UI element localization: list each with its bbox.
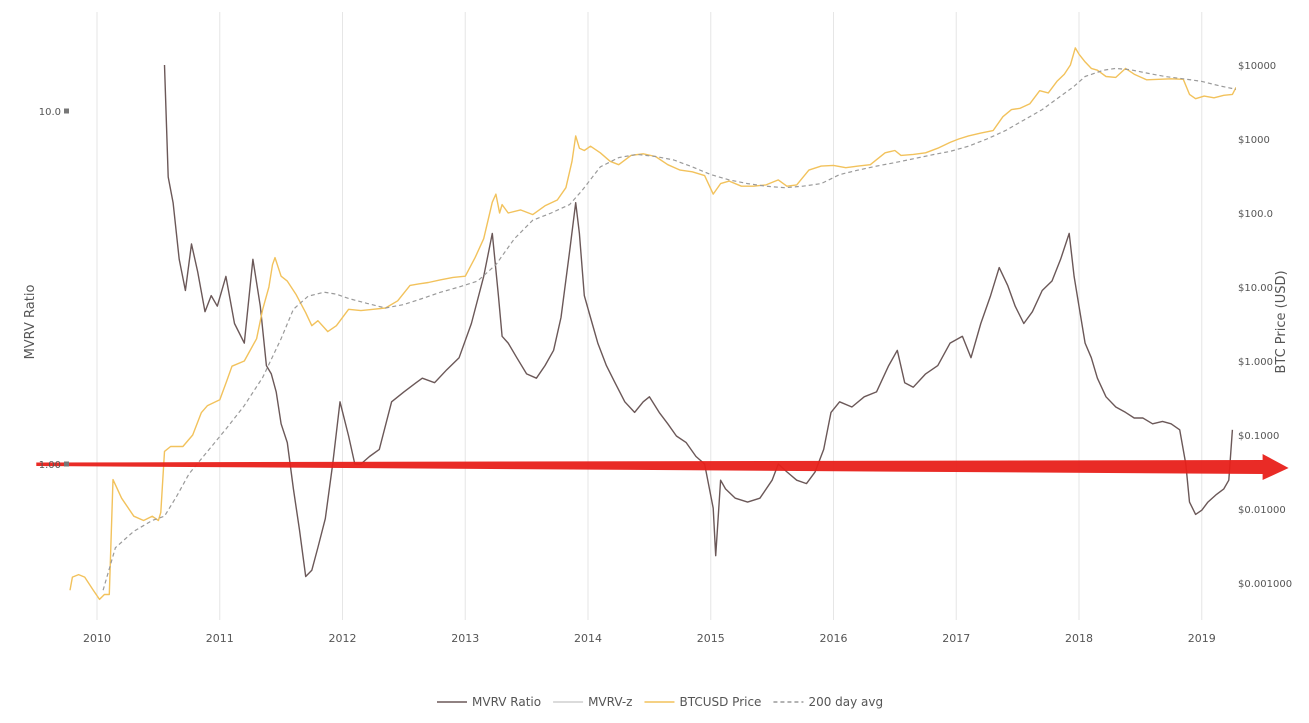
x-tick-label: 2010 xyxy=(83,632,111,645)
right-tick-label: $10.00 xyxy=(1238,283,1273,294)
right-tick-label: $1.000 xyxy=(1238,357,1273,368)
x-tick-label: 2014 xyxy=(574,632,602,645)
left-tick-mark xyxy=(64,461,69,467)
right-tick-label: $10000 xyxy=(1238,61,1276,72)
series-layer xyxy=(69,47,1236,601)
annotation-layer xyxy=(36,454,1289,480)
legend-label: MVRV-z xyxy=(588,695,632,709)
series-line-btcusd-price xyxy=(69,47,1236,601)
right-tick-label: $0.001000 xyxy=(1238,579,1292,590)
left-tick-label: 10.0 xyxy=(39,107,61,118)
x-tick-label: 2012 xyxy=(329,632,357,645)
x-tick-label: 2013 xyxy=(451,632,479,645)
left-axis-title: MVRV Ratio xyxy=(23,285,38,360)
legend-item[interactable]: MVRV Ratio xyxy=(437,695,541,709)
right-axis-title: BTC Price (USD) xyxy=(1274,270,1289,373)
right-tick-label: $0.01000 xyxy=(1238,505,1286,516)
grid-lines xyxy=(96,12,1203,620)
legend-item[interactable]: 200 day avg xyxy=(773,695,883,709)
x-tick-label: 2019 xyxy=(1188,632,1216,645)
x-tick-label: 2016 xyxy=(820,632,848,645)
left-tick-label: 1.00 xyxy=(39,460,61,471)
x-tick-label: 2017 xyxy=(942,632,970,645)
red-arrow-annotation xyxy=(36,454,1289,480)
left-tick-mark xyxy=(64,108,69,114)
legend-label: 200 day avg xyxy=(808,695,883,709)
x-tick-label: 2011 xyxy=(206,632,234,645)
legend[interactable]: MVRV Ratio MVRV-z BTCUSD Price 200 day avg xyxy=(437,695,883,709)
series-line-mvrv-ratio xyxy=(163,64,1234,578)
right-tick-label: $0.1000 xyxy=(1238,431,1279,442)
right-tick-label: $1000 xyxy=(1238,135,1270,146)
legend-item[interactable]: BTCUSD Price xyxy=(644,695,761,709)
x-tick-label: 2018 xyxy=(1065,632,1093,645)
legend-label: BTCUSD Price xyxy=(679,695,761,709)
right-tick-label: $100.0 xyxy=(1238,209,1273,220)
legend-label: MVRV Ratio xyxy=(472,695,541,709)
axis-layer: 2010 2011 2012 2013 2014 2015 2016 2017 2018 2019… xyxy=(39,61,1292,645)
x-tick-label: 2015 xyxy=(697,632,725,645)
series-line-200-day-avg xyxy=(102,67,1236,591)
legend-item[interactable]: MVRV-z xyxy=(553,695,632,709)
